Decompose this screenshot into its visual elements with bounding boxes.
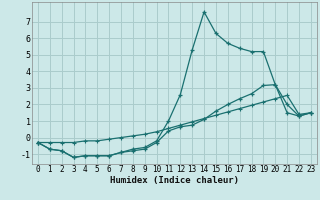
X-axis label: Humidex (Indice chaleur): Humidex (Indice chaleur) <box>110 176 239 185</box>
